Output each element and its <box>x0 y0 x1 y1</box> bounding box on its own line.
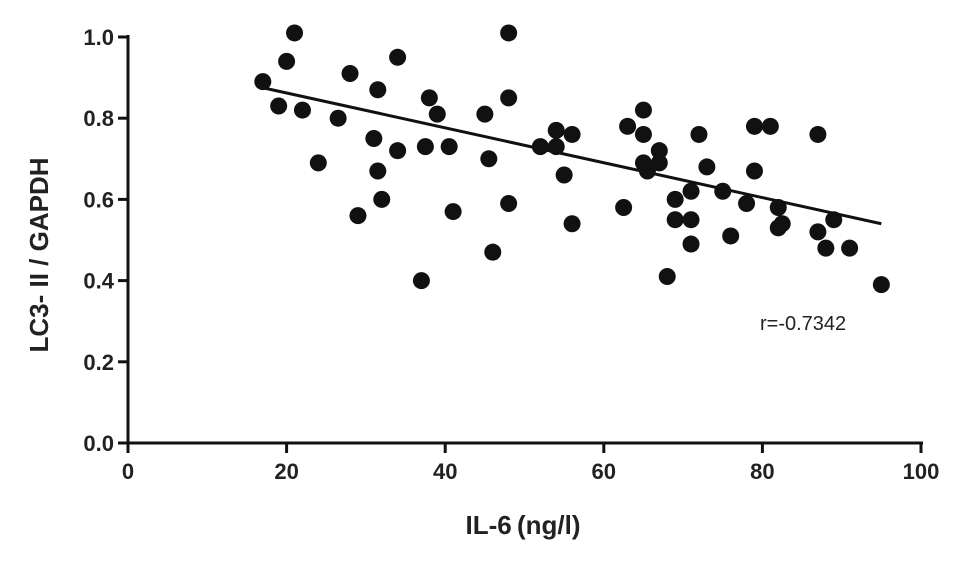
y-tick-label: 0.4 <box>83 269 114 294</box>
data-point <box>389 142 407 160</box>
data-point <box>690 125 708 143</box>
data-point <box>349 207 367 225</box>
y-tick-label: 0.6 <box>83 187 114 212</box>
data-point <box>420 89 438 107</box>
data-point <box>389 48 407 66</box>
y-tick-label: 0.2 <box>83 350 114 375</box>
data-point <box>270 97 288 115</box>
data-point <box>682 211 700 229</box>
data-point <box>278 52 296 70</box>
data-point <box>619 117 637 135</box>
data-point <box>476 105 494 123</box>
data-point <box>373 190 391 208</box>
data-point <box>615 199 633 217</box>
regression-line <box>262 86 882 226</box>
data-point <box>254 73 272 91</box>
data-point <box>872 276 890 294</box>
x-tick-label: 20 <box>274 459 298 484</box>
data-point <box>666 190 684 208</box>
data-point <box>634 101 652 119</box>
data-point <box>722 227 740 245</box>
data-point <box>484 243 502 261</box>
x-tick-label: 100 <box>903 459 940 484</box>
data-point <box>658 268 676 286</box>
data-point <box>809 125 827 143</box>
data-point <box>817 239 835 257</box>
data-point <box>563 215 581 233</box>
y-tick-label: 0.8 <box>83 106 114 131</box>
data-point <box>555 166 573 184</box>
data-point <box>547 121 565 139</box>
data-point <box>809 223 827 241</box>
data-point <box>286 24 304 42</box>
data-points <box>254 24 890 294</box>
x-tick-label: 40 <box>433 459 457 484</box>
data-point <box>761 117 779 135</box>
data-point <box>365 130 383 147</box>
x-tick-label: 80 <box>750 459 774 484</box>
correlation-annotation: r=-0.7342 <box>760 313 846 335</box>
y-tick-label: 1.0 <box>83 25 114 50</box>
x-tick-label: 0 <box>122 459 134 484</box>
data-point <box>738 194 756 212</box>
data-point <box>666 211 684 229</box>
data-point <box>841 239 859 257</box>
data-point <box>698 158 716 176</box>
data-point <box>500 24 518 42</box>
data-point <box>428 105 446 123</box>
data-point <box>650 154 668 172</box>
data-point <box>500 194 518 212</box>
data-point <box>480 150 498 168</box>
data-point <box>416 138 434 156</box>
data-point <box>412 272 430 290</box>
x-tick-label: 60 <box>592 459 616 484</box>
x-axis-title: IL-6 (ng/l) <box>466 510 581 540</box>
data-point <box>293 101 311 119</box>
data-point <box>369 162 387 180</box>
data-point <box>563 125 581 143</box>
y-tick-label: 0.0 <box>83 431 114 456</box>
data-point <box>500 89 518 107</box>
data-point <box>309 154 327 172</box>
data-point <box>745 162 763 180</box>
data-point <box>682 235 700 253</box>
data-point <box>682 182 700 200</box>
data-point <box>650 142 668 160</box>
data-point <box>341 65 359 83</box>
data-point <box>329 109 347 127</box>
data-point <box>440 138 458 156</box>
trendline-group <box>262 86 882 226</box>
data-point <box>745 117 763 135</box>
y-axis: 0.0 0.2 0.4 0.6 0.8 1.0 <box>83 25 130 456</box>
data-point <box>773 215 791 233</box>
data-point <box>444 203 462 221</box>
data-point <box>369 81 387 99</box>
x-axis: 0 20 40 60 80 100 <box>122 441 940 484</box>
data-point <box>634 125 652 143</box>
y-axis-title: LC3- II / GAPDH <box>24 157 54 352</box>
